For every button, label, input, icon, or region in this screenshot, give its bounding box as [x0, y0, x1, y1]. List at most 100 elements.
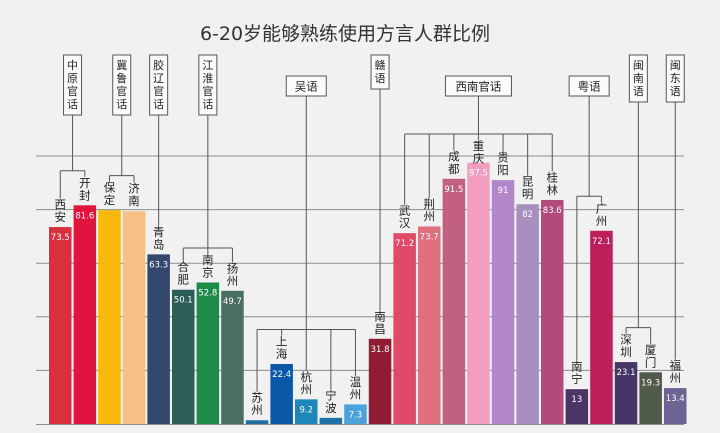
group-label-box — [444, 75, 512, 97]
group-label-box — [285, 75, 327, 97]
group-label: 西南官话 — [455, 80, 501, 94]
category-label: 南昌 — [374, 309, 386, 336]
group-label-box — [112, 54, 132, 116]
bar — [344, 404, 367, 424]
bar — [491, 180, 515, 424]
category-label: 贵阳 — [497, 151, 509, 178]
group-label-box — [370, 54, 390, 90]
bar — [49, 227, 72, 424]
category-label: 合肥 — [178, 260, 190, 287]
group-label: 胶辽官话 — [153, 58, 164, 111]
chart-title: 6-20岁能够熟练使用方言人群比例 — [200, 23, 490, 45]
bar — [172, 289, 195, 424]
bar — [147, 254, 170, 424]
bar — [270, 363, 293, 424]
bar — [664, 388, 687, 424]
bar-value-label: 13.4 — [666, 394, 685, 404]
group-label: 江淮官话 — [202, 59, 213, 111]
category-label: 重庆 — [473, 139, 485, 166]
category-label: 上海 — [276, 334, 288, 361]
bar-value-label: 81.6 — [75, 211, 94, 221]
bar-value-label: 23.1 — [617, 368, 636, 378]
bar-value-label: 63.3 — [149, 260, 168, 270]
category-label: 广州 — [596, 201, 608, 228]
bar — [565, 389, 589, 424]
bar-value-label: 71.2 — [395, 239, 414, 249]
bar-value-label: 22.4 — [272, 370, 291, 380]
bar-value-label: 82 — [522, 210, 533, 220]
group-label: 闽南语 — [633, 59, 644, 98]
bar-value-label: 52.8 — [198, 288, 217, 298]
bar — [393, 233, 416, 424]
group-label: 赣语 — [375, 58, 386, 85]
category-label: 宁波 — [325, 388, 337, 415]
bar — [639, 372, 662, 424]
category-label: 昆明 — [522, 175, 534, 202]
category-label: 济南 — [128, 182, 140, 209]
bar — [590, 230, 613, 424]
group-label-box — [63, 54, 83, 116]
bar — [196, 282, 220, 424]
category-label: 荆州 — [424, 197, 436, 224]
group-label-box — [568, 75, 610, 97]
bar-value-label: 91 — [498, 186, 509, 196]
bar — [122, 211, 146, 424]
bar — [541, 199, 564, 424]
bar-value-label: 49.7 — [223, 297, 242, 307]
category-label: 保定 — [104, 181, 116, 208]
bar-value-label: 83.6 — [543, 206, 562, 216]
bar-value-label: 13 — [571, 395, 582, 405]
group-brackets — [59, 89, 676, 392]
category-label: 开封 — [79, 176, 91, 203]
bar — [73, 205, 97, 424]
bar — [467, 162, 490, 424]
bar — [245, 420, 269, 424]
bar — [516, 204, 539, 424]
category-label: 青岛 — [153, 225, 165, 252]
group-label-box — [198, 54, 218, 116]
group-label: 中原官话 — [67, 59, 78, 111]
bar-value-label: 73.5 — [51, 233, 70, 243]
category-label: 深圳 — [620, 333, 632, 360]
bar-value-label: 73.7 — [420, 232, 439, 242]
bar-value-label: 19.3 — [641, 378, 660, 388]
category-label: 成都 — [448, 149, 460, 176]
group-label: 闽东语 — [670, 59, 681, 98]
bar-value-label: 97.5 — [469, 169, 488, 179]
bar — [368, 338, 392, 424]
category-label: 南京 — [202, 253, 214, 280]
category-label: 福州 — [670, 359, 682, 386]
bar — [295, 399, 318, 424]
category-label: 武汉 — [399, 204, 411, 231]
group-label-box — [628, 54, 648, 103]
group-label: 吴语 — [295, 80, 318, 94]
bar — [319, 417, 343, 424]
group-label-box — [149, 54, 169, 116]
bar — [221, 290, 244, 424]
category-label: 扬州 — [227, 261, 239, 288]
category-label: 杭州 — [301, 370, 313, 397]
category-label: 温州 — [350, 375, 362, 402]
category-label: 桂林 — [547, 170, 559, 197]
group-label: 粤语 — [578, 80, 601, 94]
category-label: 西安 — [55, 198, 67, 225]
group-label: 冀鲁官话 — [116, 58, 127, 111]
category-label: 苏州 — [251, 391, 263, 418]
group-label-box — [665, 54, 685, 103]
bar-value-label: 91.5 — [444, 185, 463, 195]
bar-value-label: 9.2 — [299, 405, 313, 415]
bar — [442, 178, 466, 424]
value-labels: 73.5 81.6 63.3 50.1 52.8 49.7 22.4 9.2 7.3 31.8 71… — [51, 169, 685, 421]
category-label: 南宁 — [571, 360, 583, 387]
bar — [418, 226, 441, 424]
bar — [98, 210, 121, 424]
bar-value-label: 7.3 — [349, 410, 363, 420]
category-label: 厦门 — [645, 343, 657, 370]
bar-value-label: 50.1 — [174, 296, 193, 306]
bar-value-label: 72.1 — [592, 237, 611, 247]
bars — [49, 162, 687, 424]
